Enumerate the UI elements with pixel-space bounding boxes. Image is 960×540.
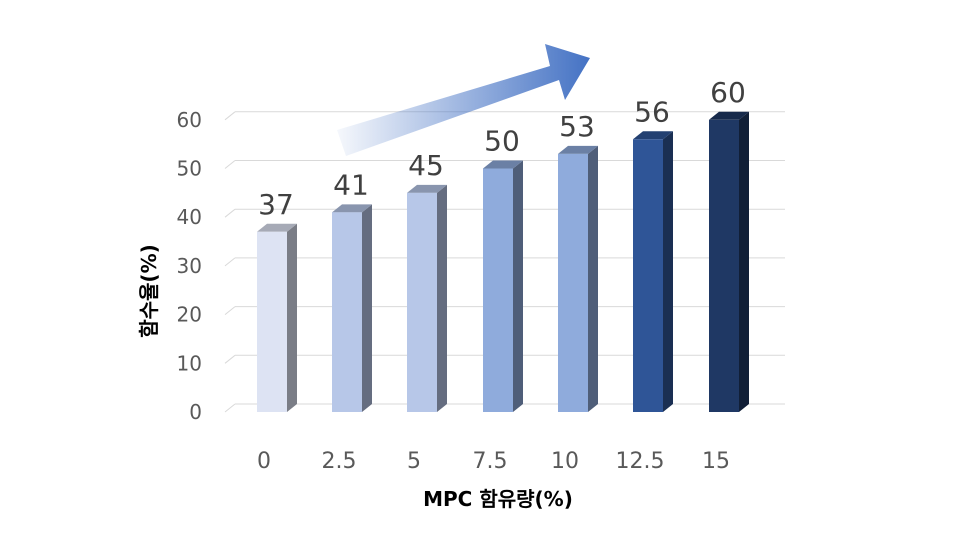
bar-front bbox=[558, 153, 588, 412]
bar bbox=[558, 145, 598, 412]
data-label: 56 bbox=[634, 95, 670, 128]
y-tick-label: 60 bbox=[177, 108, 202, 132]
gridline-depth bbox=[224, 354, 236, 364]
data-label: 37 bbox=[258, 188, 294, 221]
bar-top bbox=[332, 204, 372, 213]
y-tick-label: 30 bbox=[177, 254, 202, 278]
y-tick-label: 50 bbox=[177, 157, 202, 181]
x-tick-label: 2.5 bbox=[322, 449, 357, 474]
x-tick-label: 12.5 bbox=[616, 449, 665, 474]
x-tick-label: 5 bbox=[407, 449, 421, 474]
x-axis-title: MPC 함유량(%) bbox=[423, 487, 573, 511]
bar-top bbox=[633, 131, 673, 140]
data-label: 53 bbox=[559, 110, 595, 143]
bar-front bbox=[257, 231, 287, 412]
bar bbox=[257, 223, 297, 412]
y-axis-title: 함수율(%) bbox=[137, 244, 161, 338]
bar bbox=[633, 131, 673, 412]
bar bbox=[407, 184, 447, 412]
gridline-depth bbox=[224, 306, 236, 315]
trend-arrow bbox=[337, 44, 590, 156]
data-label: 41 bbox=[333, 168, 369, 201]
x-tick-label: 7.5 bbox=[473, 449, 508, 474]
y-tick-label: 40 bbox=[177, 205, 202, 229]
y-axis-ticks: 0 10 20 30 40 50 60 bbox=[177, 108, 202, 424]
gridline-depth bbox=[224, 208, 236, 218]
gridline-depth bbox=[224, 111, 236, 121]
bar-side bbox=[663, 131, 673, 412]
bar bbox=[483, 160, 523, 412]
bar-series bbox=[257, 111, 749, 413]
x-axis-ticks: 0 2.5 5 7.5 10 12.5 15 bbox=[257, 449, 730, 474]
bar-side bbox=[739, 111, 749, 413]
bar-side bbox=[362, 204, 372, 412]
data-label: 50 bbox=[484, 125, 520, 158]
bar-front bbox=[633, 139, 663, 412]
data-label: 45 bbox=[408, 149, 444, 182]
x-tick-label: 10 bbox=[551, 449, 579, 474]
bar-top bbox=[709, 111, 749, 120]
bar bbox=[332, 204, 372, 412]
data-label: 60 bbox=[710, 76, 746, 109]
bar-side bbox=[513, 160, 523, 412]
bar-top bbox=[558, 145, 598, 154]
bar-side bbox=[437, 184, 447, 412]
data-labels: 37 41 45 50 53 56 60 bbox=[258, 76, 746, 221]
y-tick-label: 20 bbox=[177, 303, 202, 327]
bar-top bbox=[407, 184, 447, 193]
bar bbox=[709, 111, 749, 413]
bar-front bbox=[709, 119, 739, 413]
bar-side bbox=[588, 145, 598, 412]
y-tick-label: 10 bbox=[177, 351, 202, 375]
gridline-depth bbox=[224, 403, 236, 413]
bar-front bbox=[332, 212, 362, 412]
bar-top bbox=[257, 223, 297, 232]
gridline-depth bbox=[224, 160, 236, 169]
bar-top bbox=[483, 160, 523, 169]
bar-front bbox=[407, 192, 437, 412]
y-tick-label: 0 bbox=[189, 400, 202, 424]
bar-side bbox=[287, 223, 297, 412]
x-tick-label: 15 bbox=[702, 449, 730, 474]
bar-front bbox=[483, 168, 513, 412]
x-tick-label: 0 bbox=[257, 449, 271, 474]
gridline-depth bbox=[224, 257, 236, 267]
